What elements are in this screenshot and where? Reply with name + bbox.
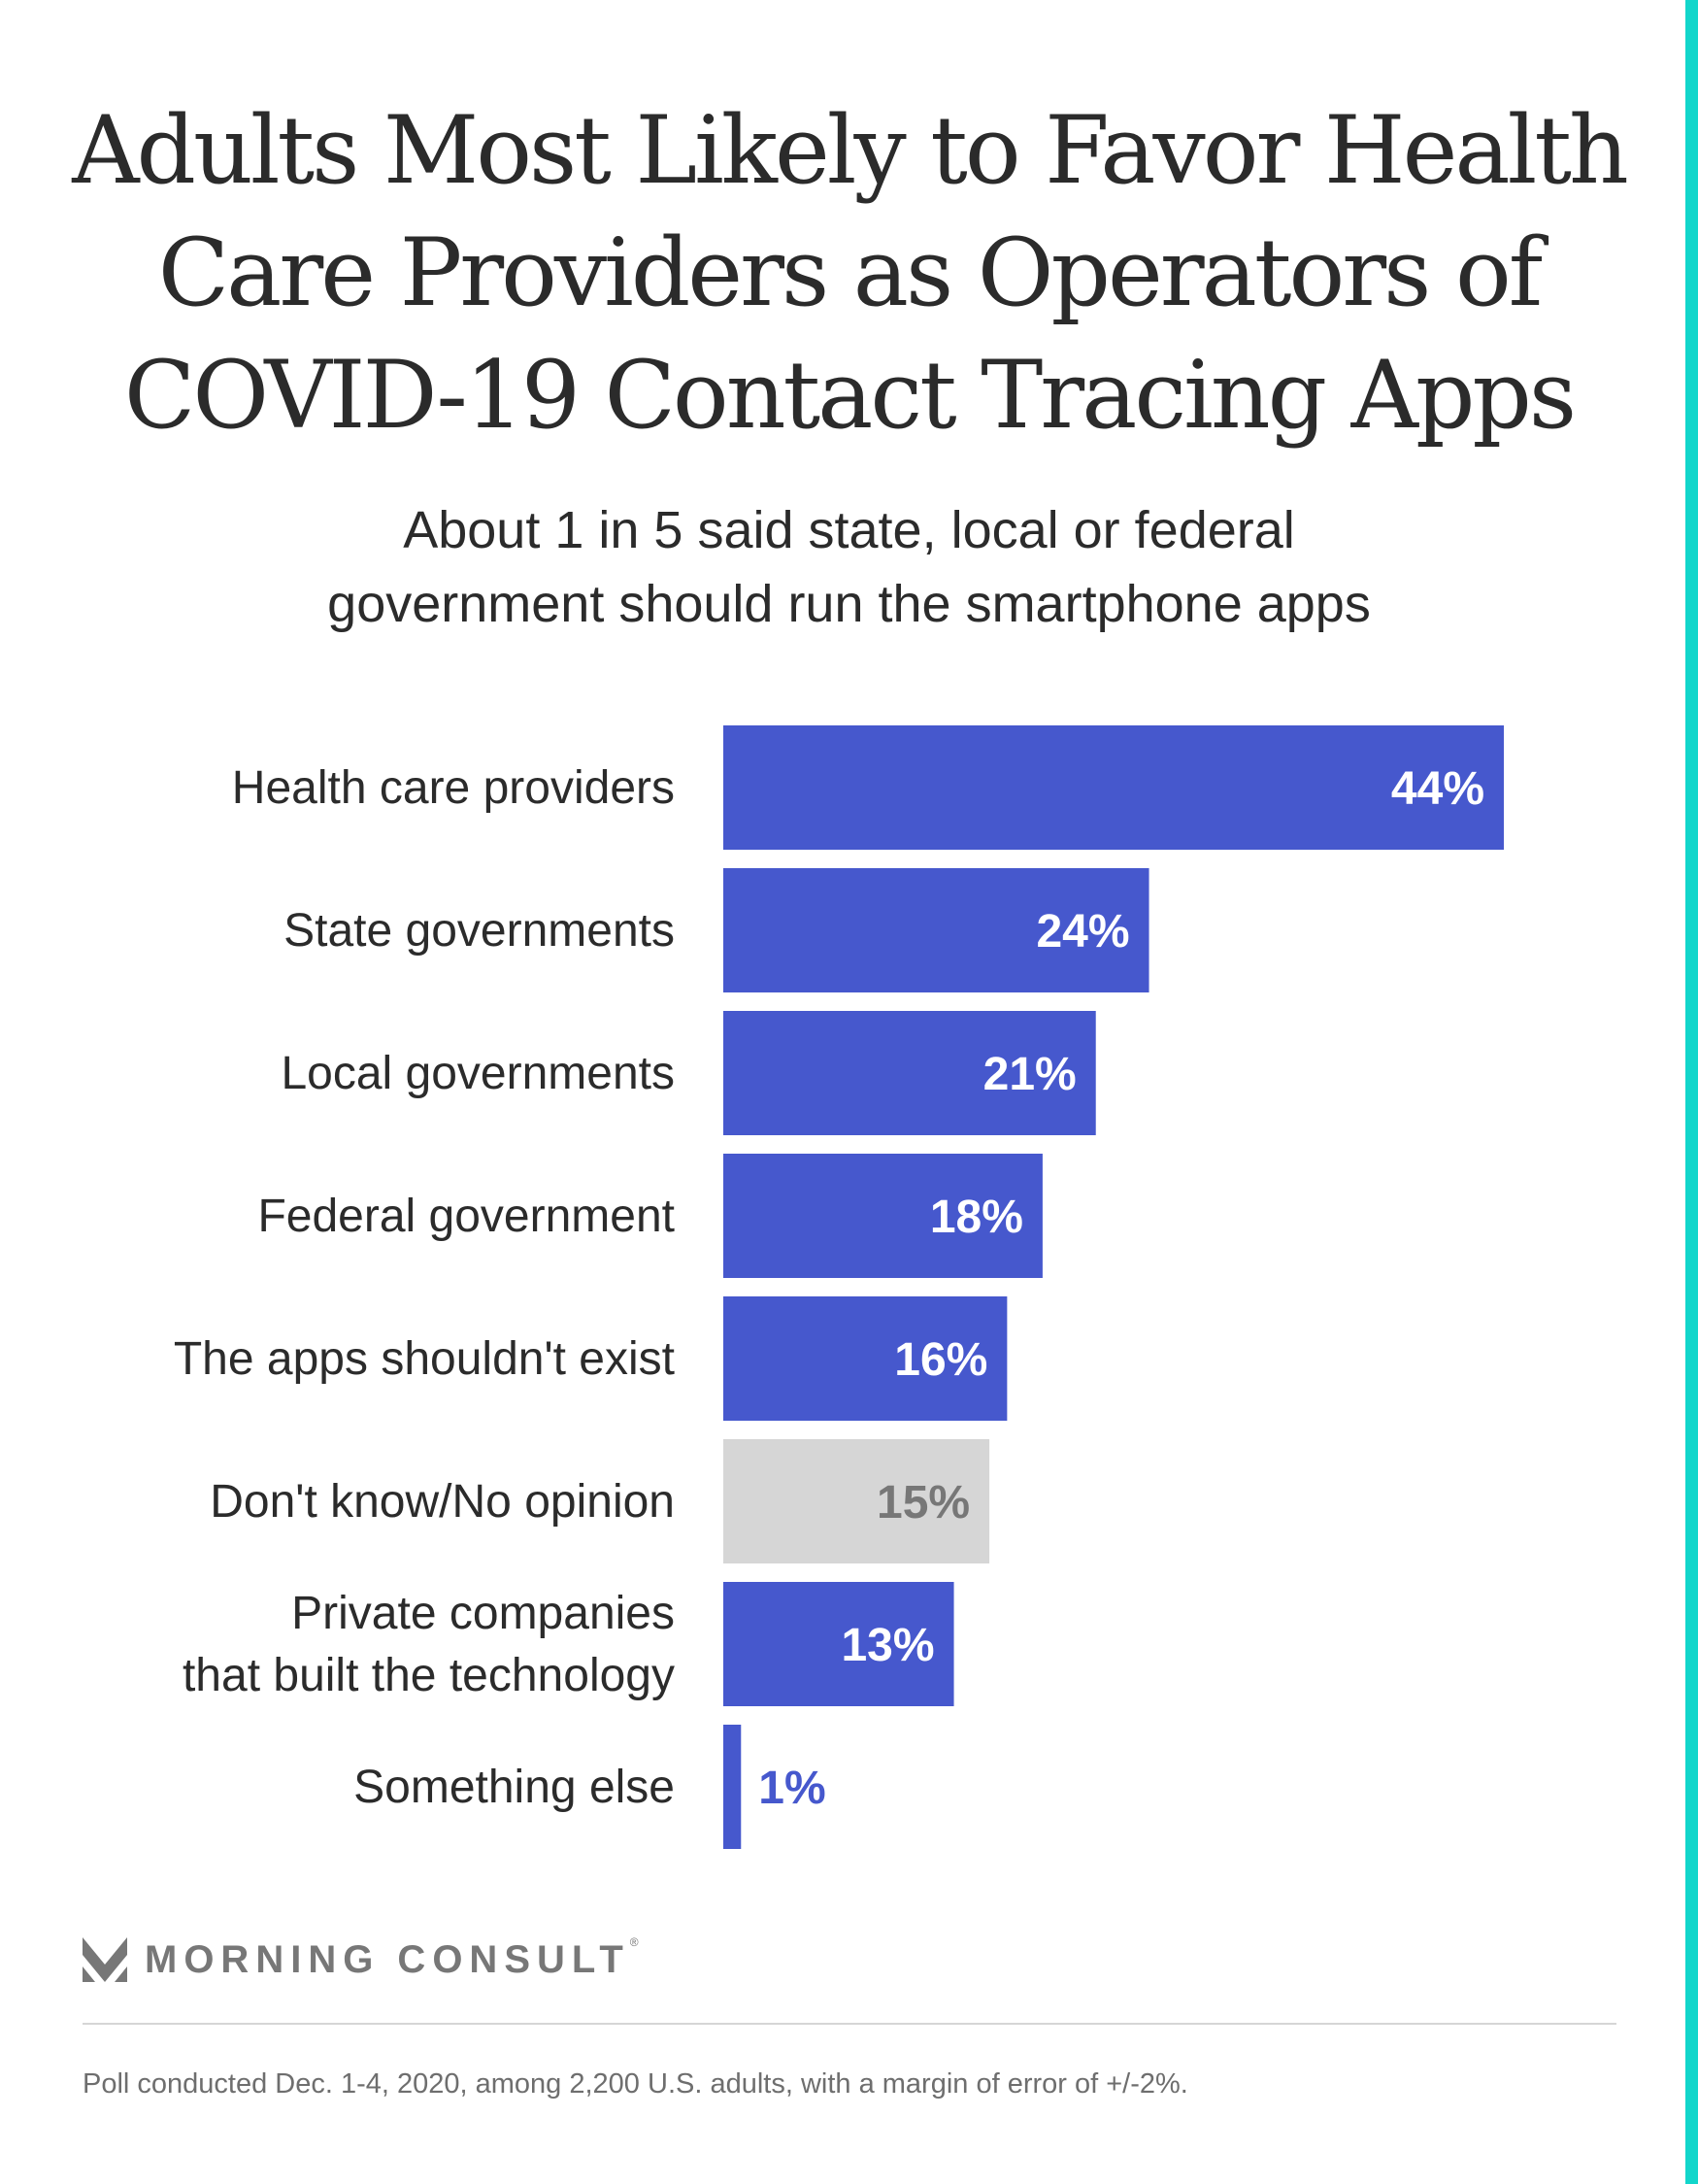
bar-row: State governments 24% <box>283 868 1149 992</box>
bar <box>723 1439 990 1563</box>
footnote: Poll conducted Dec. 1-4, 2020, among 2,2… <box>83 2068 1188 2100</box>
value-label: 1% <box>758 1763 825 1814</box>
bar <box>723 1296 1008 1421</box>
value-label: 18% <box>930 1192 1023 1243</box>
category-label: The apps shouldn't exist <box>174 1333 675 1385</box>
value-label: 13% <box>841 1620 934 1671</box>
accent-stripe <box>1685 0 1698 2184</box>
subtitle-line: government should run the smartphone app… <box>327 575 1371 633</box>
title-line: Care Providers as Operators of <box>157 218 1544 327</box>
value-label: 44% <box>1391 763 1484 815</box>
bar-row: Private companies that built the technolo… <box>183 1582 954 1706</box>
category-label: Private companies <box>291 1588 675 1639</box>
bar-row: Health care providers 44% <box>232 725 1504 850</box>
value-label: 24% <box>1036 906 1129 958</box>
title-line: COVID-19 Contact Tracing Apps <box>123 341 1577 450</box>
bar <box>723 1582 954 1706</box>
registered-mark: ® <box>629 1935 639 1949</box>
bar-row: Don't know/No opinion 15% <box>210 1439 990 1563</box>
title-line: Adults Most Likely to Favor Health <box>72 96 1629 205</box>
bar-row: Something else 1% <box>353 1725 826 1849</box>
bar <box>723 725 1504 850</box>
category-label: Health care providers <box>232 762 675 814</box>
category-label: State governments <box>283 905 675 957</box>
chart-title: Adults Most Likely to Favor Health Care … <box>0 89 1698 456</box>
morning-consult-logo-icon <box>83 1937 127 1982</box>
subtitle-line: About 1 in 5 said state, local or federa… <box>403 501 1295 559</box>
bar <box>723 868 1149 992</box>
value-label: 16% <box>894 1334 987 1386</box>
category-label: Federal government <box>257 1191 675 1242</box>
value-label: 15% <box>877 1477 970 1529</box>
brand-name: MORNING CONSULT <box>145 1937 630 1981</box>
brand-logo: MORNING CONSULT ® <box>83 1935 639 1984</box>
bar <box>723 1154 1043 1278</box>
bar <box>723 1011 1096 1135</box>
bar-row: Federal government 18% <box>257 1154 1043 1278</box>
category-label: that built the technology <box>183 1650 675 1701</box>
divider <box>83 2023 1616 2025</box>
category-label: Something else <box>353 1762 675 1813</box>
bar <box>723 1725 742 1849</box>
category-label: Local governments <box>281 1048 675 1099</box>
bar-row: The apps shouldn't exist 16% <box>174 1296 1008 1421</box>
bar-chart: Health care providers 44% State government… <box>174 725 1504 1849</box>
value-label: 21% <box>983 1049 1077 1100</box>
chart-subtitle: About 1 in 5 said state, local or federa… <box>0 493 1698 641</box>
category-label: Don't know/No opinion <box>210 1476 675 1528</box>
bar-row: Local governments 21% <box>281 1011 1096 1135</box>
